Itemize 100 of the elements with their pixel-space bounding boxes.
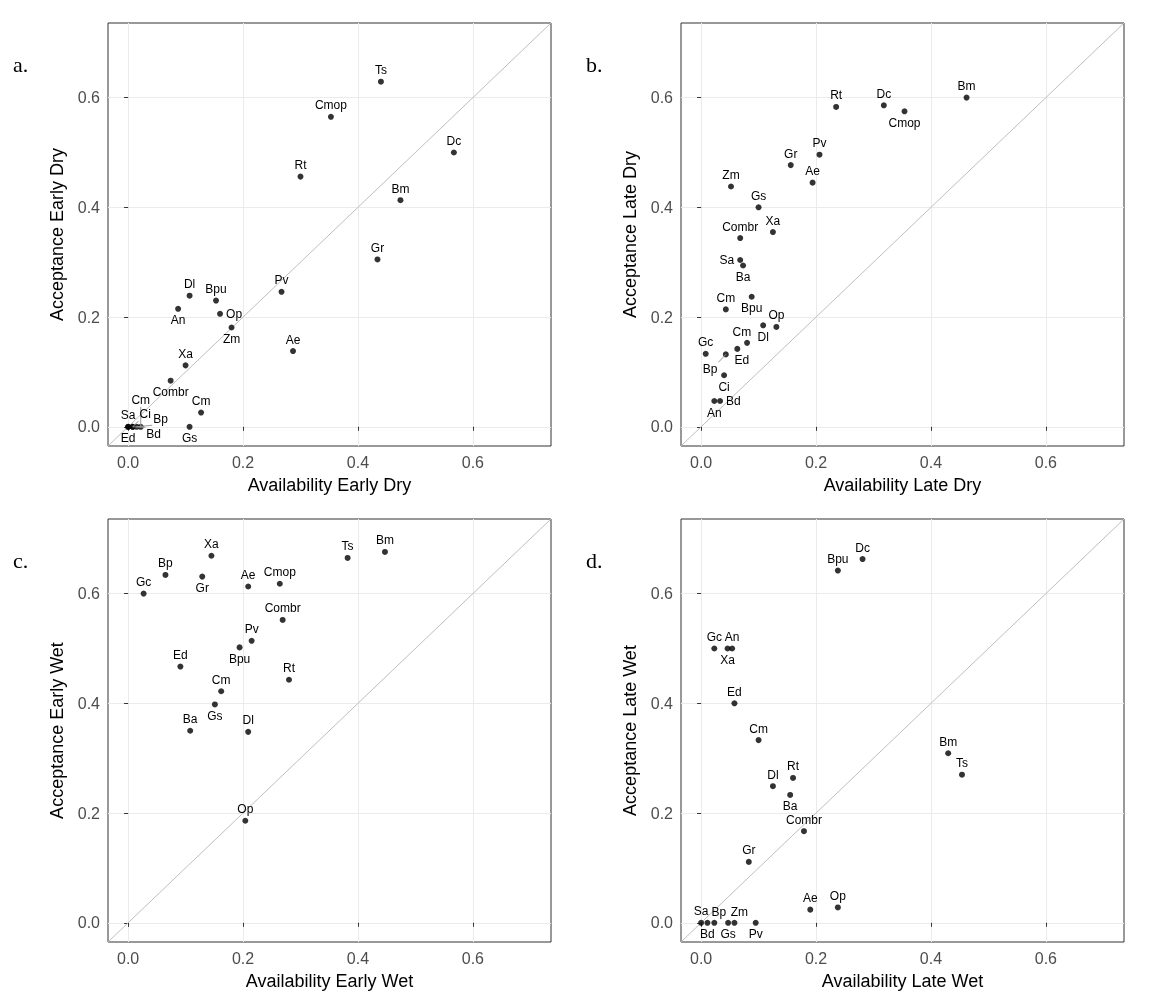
annotation: Sa [120,408,136,423]
y-tick-label: 0.0 [650,914,674,932]
annotation: Sa [693,904,709,919]
annotation: Gr [742,843,756,858]
y-axis-title: Acceptance Early Wet [47,642,67,819]
x-tick-label: 0.4 [346,949,370,967]
annotation: Bpu [205,282,227,297]
annotation: Ba [735,270,751,284]
annotation: Dl [757,329,769,344]
annotation: Bm [375,533,394,548]
annotation: Gc [698,335,714,350]
annotation: Bp [702,361,718,376]
y-axis-title: Acceptance Late Dry [620,150,640,319]
annotation: Dl [242,713,254,728]
annotation: Bp [711,904,727,919]
annotation: Zm [722,167,740,182]
annotation: Dc [446,133,462,148]
y-axis-title: Acceptance Late Wet [620,645,640,816]
x-tick-label: 0.2 [231,949,255,967]
y-tick-label: 0.6 [77,89,101,107]
annotation: Dc [876,86,892,101]
annotation: Xa [720,652,736,667]
annotation: Bpu [740,301,763,316]
annotation: Ts [955,756,968,771]
annotation: Cmop [314,98,348,113]
annotation: Bm [391,181,410,196]
y-tick-label: 0.4 [650,198,674,216]
y-tick-label: 0.2 [650,804,674,822]
x-tick-label: 0.0 [116,949,140,967]
annotation: Xa [204,537,220,552]
annotation: Dl [767,767,779,782]
annotation: Ae [285,332,301,347]
x-axis-title: Availability Late Dry [823,475,982,495]
annotation: Cm [211,672,231,687]
annotation: Pv [812,136,827,151]
y-tick-label: 0.6 [77,585,101,603]
annotation: Ed [734,352,750,367]
annotation: Combr [264,601,301,616]
annotation: Ts [374,63,387,78]
annotation: Dl [183,277,196,292]
text: d. [586,547,603,573]
annotation: Gs [750,188,767,203]
annotation: Bpu [228,651,251,666]
x-tick-label: 0.4 [346,453,370,471]
x-axis-title: Availability Early Wet [245,971,414,991]
annotation: Ae [802,891,818,906]
annotation: Combr [785,812,822,827]
annotation: Ba [782,799,798,814]
x-tick-label: 0.2 [804,453,828,471]
y-tick-label: 0.6 [650,585,674,603]
x-tick-label: 0.4 [919,453,943,471]
y-tick-label: 0.0 [77,914,101,932]
annotation: Gr [784,146,798,161]
annotation: Gc [135,575,152,590]
x-tick-label: 0.6 [1034,453,1058,471]
annotation: Cm [131,393,151,408]
x-tick-label: 0.6 [461,453,485,471]
annotation: Cm [732,325,752,340]
annotation: Gs [181,431,198,446]
annotation: Dc [855,540,870,555]
annotation: Gr [195,581,209,596]
annotation: Combr [152,385,189,400]
annotation: Rt [830,88,843,103]
annotation: Cm [191,394,211,409]
x-tick-label: 0.2 [231,453,255,471]
annotation: Xa [765,213,781,228]
annotation: Rt [294,158,308,173]
annotation: Zm [222,331,241,346]
x-tick-label: 0.4 [919,949,943,967]
annotation: Sa [719,253,735,268]
annotation: Ba [182,712,198,727]
annotation: Ed [173,648,188,663]
annotation: Cmop [263,565,297,580]
y-tick-label: 0.2 [650,308,674,326]
annotation: Pv [244,622,259,637]
annotation: Bd [146,426,162,441]
annotation: Op [768,308,785,323]
annotation: Ci [718,379,730,394]
annotation: Cm [716,290,736,305]
annotation: Cm [749,721,768,736]
annotation: Bpu [827,552,849,567]
annotation: Op [237,802,254,817]
annotation: Ae [240,567,256,582]
text: b. [586,51,603,77]
y-tick-label: 0.2 [77,804,101,822]
annotation: Ed [120,431,136,446]
annotation: Gs [720,927,736,942]
annotation: Combr [722,219,759,234]
annotation: Gc [706,629,722,644]
y-tick-label: 0.4 [77,694,101,712]
x-tick-label: 0.6 [1034,949,1058,967]
annotation: Gr [370,240,385,255]
x-tick-label: 0.6 [461,949,485,967]
y-tick-label: 0.0 [77,418,101,436]
annotation: Bd [726,394,741,409]
annotation: Bm [957,79,976,94]
x-tick-label: 0.0 [689,453,713,471]
annotation: Ed [727,684,742,699]
annotation: Ae [805,164,821,179]
x-tick-label: 0.0 [116,453,140,471]
